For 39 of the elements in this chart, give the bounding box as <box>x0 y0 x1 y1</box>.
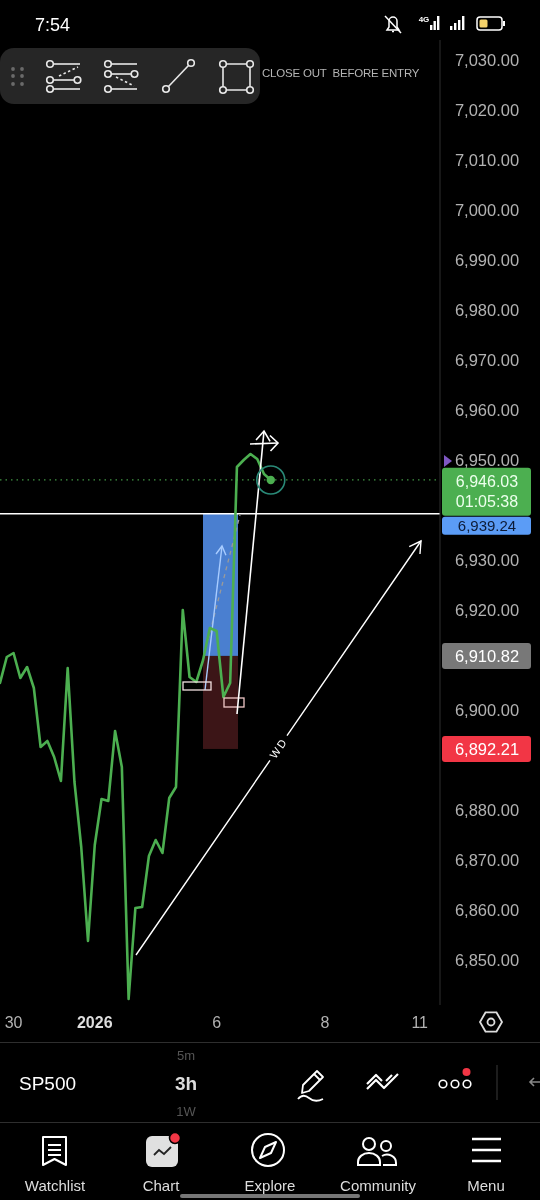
text: 5m <box>176 1048 196 1063</box>
text: 01:05:38 <box>455 493 519 511</box>
x-tick-label: 6 <box>212 1014 222 1031</box>
text: 1W <box>176 1104 197 1119</box>
y-tick-label: 6,870.00 <box>454 851 520 869</box>
x-tick-label: 2026 <box>76 1014 113 1031</box>
annotation: CLOSE OUT BEFORE ENTRY <box>262 67 420 79</box>
y-tick-label: 6,860.00 <box>454 901 520 919</box>
y-tick-label: 6,950.00 <box>454 451 520 469</box>
text: Chart <box>142 1177 181 1194</box>
y-tick-label: 6,900.00 <box>454 701 520 719</box>
y-tick-label: 6,960.00 <box>454 401 520 419</box>
y-tick-label: 6,980.00 <box>454 301 520 319</box>
text: 6,910.82 <box>454 646 520 665</box>
text: 4G <box>418 15 430 24</box>
y-tick-label: 6,930.00 <box>454 551 520 569</box>
y-tick-label: 6,850.00 <box>454 951 520 969</box>
text: Explore <box>244 1177 296 1194</box>
x-tick-label: 8 <box>320 1014 330 1031</box>
text: Watchlist <box>24 1177 86 1194</box>
text: SP500 <box>19 1073 77 1094</box>
y-tick-label: 6,970.00 <box>454 351 520 369</box>
y-tick-label: 7,030.00 <box>454 51 520 69</box>
y-tick-label: 7,010.00 <box>454 151 520 169</box>
x-tick-label: 11 <box>411 1014 429 1031</box>
y-tick-label: 6,880.00 <box>454 801 520 819</box>
text: 6,892.21 <box>454 739 520 758</box>
y-tick-label: 7,000.00 <box>454 201 520 219</box>
text: Menu <box>467 1177 505 1194</box>
text: 3h <box>174 1073 198 1094</box>
annotation: WD <box>267 735 290 761</box>
ref-line-label: 6,939.24 <box>457 517 517 535</box>
y-tick-label: 6,990.00 <box>454 251 520 269</box>
text: Community <box>340 1177 417 1194</box>
x-tick-label: 30 <box>4 1014 23 1031</box>
text: 7:54 <box>35 15 71 35</box>
y-tick-label: 6,920.00 <box>454 601 520 619</box>
y-tick-label: 7,020.00 <box>454 101 520 119</box>
ref-line-label: 6,946.03 <box>455 473 519 491</box>
